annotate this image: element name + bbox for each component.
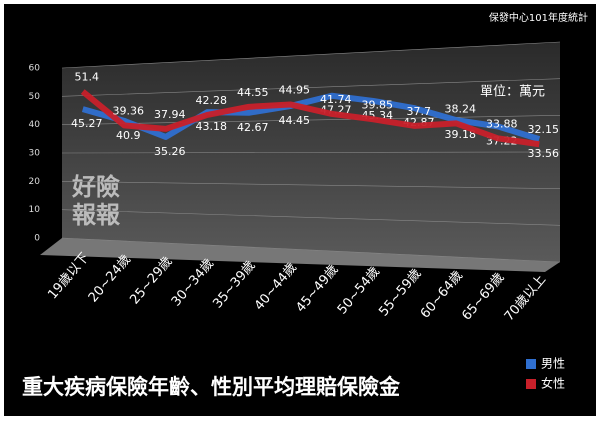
chart-title: 重大疾病保險年齡、性別平均理賠保險金: [22, 375, 401, 399]
grid-line: [61, 209, 561, 226]
data-label: 33.88: [486, 117, 518, 130]
legend-swatch: [526, 359, 536, 369]
data-label: 44.95: [279, 83, 311, 96]
y-tick-label: 40: [29, 120, 41, 130]
data-label: 38.24: [445, 102, 477, 115]
data-label: 39.36: [113, 104, 145, 117]
y-tick-label: 30: [29, 149, 41, 159]
grid-line: [61, 237, 561, 263]
data-label: 35.26: [154, 145, 186, 158]
legend-label: 男性: [541, 357, 565, 371]
legend-label: 女性: [541, 376, 565, 391]
legend-swatch: [526, 379, 536, 389]
data-label: 37.94: [154, 108, 186, 121]
data-label: 41.74: [320, 93, 352, 106]
y-tick-label: 50: [29, 92, 41, 102]
data-label: 42.67: [237, 121, 269, 134]
y-tick-label: 60: [29, 64, 41, 74]
series-line: [80, 89, 540, 148]
y-tick-label: 20: [29, 177, 41, 187]
data-label: 32.15: [528, 123, 560, 136]
data-label: 44.45: [279, 114, 311, 127]
data-label: 33.56: [528, 147, 560, 160]
data-label: 42.28: [196, 94, 228, 107]
y-tick-label: 10: [29, 205, 41, 215]
data-label: 43.18: [196, 120, 228, 133]
grid-line: [61, 78, 561, 97]
grid-line: [61, 41, 561, 69]
y-tick-label: 0: [34, 234, 40, 244]
data-label: 37.7: [407, 105, 432, 118]
data-label: 40.9: [116, 129, 141, 142]
data-label: 39.85: [362, 98, 394, 111]
grid-line: [61, 181, 561, 189]
grid-line: [61, 115, 561, 125]
data-label: 45.27: [71, 117, 103, 130]
plot-wall: [62, 42, 560, 262]
grid-line: [61, 151, 561, 154]
watermark: 報報: [72, 201, 121, 229]
unit: 單位：萬元: [480, 85, 545, 100]
series-line: [81, 92, 541, 142]
plot-floor: [40, 238, 560, 272]
watermark: 好險: [71, 173, 120, 201]
data-label: 44.55: [237, 86, 269, 99]
data-label: 39.18: [445, 128, 477, 141]
data-label: 51.4: [75, 71, 100, 84]
source: 保發中心101年度統計: [489, 11, 588, 24]
